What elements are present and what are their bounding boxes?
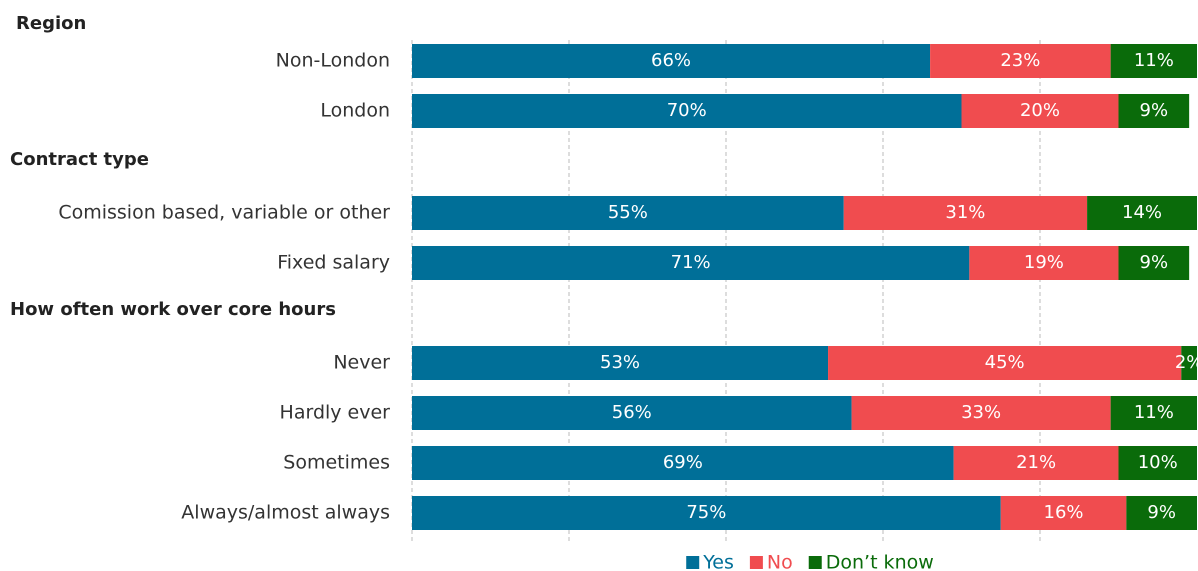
bar-segment <box>1126 496 1197 530</box>
legend-swatch <box>749 556 763 569</box>
value-label: 71% <box>671 252 711 273</box>
value-label: 45% <box>985 352 1025 373</box>
legend-label: Yes <box>702 552 734 571</box>
value-label: 31% <box>945 202 985 223</box>
bar-segment <box>1110 44 1197 78</box>
bar-segment <box>851 396 1111 430</box>
bar-segment <box>412 346 829 380</box>
category-label: London <box>320 100 390 122</box>
category-label: Non-London <box>276 50 390 72</box>
bar-segment <box>412 44 931 78</box>
value-label: 53% <box>600 352 640 373</box>
value-label: 9% <box>1140 252 1169 273</box>
value-label: 56% <box>612 402 652 423</box>
value-label: 9% <box>1147 502 1176 523</box>
value-label: 75% <box>686 502 726 523</box>
value-label: 20% <box>1020 100 1060 121</box>
bar-segment <box>969 246 1119 280</box>
group-header: How often work over core hours <box>10 299 336 320</box>
value-label: 70% <box>667 100 707 121</box>
value-label: 2% <box>1175 352 1198 373</box>
group-header: Region <box>16 13 86 34</box>
bar-segment <box>412 396 852 430</box>
category-label: Sometimes <box>283 452 390 474</box>
category-label: Hardly ever <box>280 402 391 424</box>
bar-segment <box>412 94 962 128</box>
category-label: Comission based, variable or other <box>58 202 390 224</box>
value-label: 10% <box>1138 452 1178 473</box>
value-label: 14% <box>1122 202 1162 223</box>
value-label: 11% <box>1134 402 1174 423</box>
bar-segment <box>953 446 1119 480</box>
bar-segment <box>412 496 1001 530</box>
bar-segment <box>930 44 1111 78</box>
bar-segment <box>1110 396 1197 430</box>
bar-segment <box>843 196 1088 230</box>
bar-segment <box>1118 446 1197 480</box>
value-label: 66% <box>651 50 691 71</box>
legend-swatch <box>808 556 822 569</box>
bar-segment <box>412 196 844 230</box>
legend-swatch <box>686 556 700 569</box>
bar-segment <box>1181 346 1197 380</box>
group-header: Contract type <box>10 149 149 170</box>
bar-segment <box>412 446 954 480</box>
value-label: 19% <box>1024 252 1064 273</box>
bar-segment <box>828 346 1182 380</box>
bar-segment <box>1118 246 1190 280</box>
value-label: 55% <box>608 202 648 223</box>
category-label: Fixed salary <box>277 252 390 274</box>
value-label: 33% <box>961 402 1001 423</box>
value-label: 9% <box>1140 100 1169 121</box>
value-label: 21% <box>1016 452 1056 473</box>
value-label: 16% <box>1044 502 1084 523</box>
bar-segment <box>961 94 1119 128</box>
legend-label: Don’t know <box>826 552 934 571</box>
bar-segment <box>1087 196 1197 230</box>
value-label: 69% <box>663 452 703 473</box>
value-label: 23% <box>1000 50 1040 71</box>
value-label: 11% <box>1134 50 1174 71</box>
bar-segment <box>1118 94 1190 128</box>
category-label: Never <box>333 352 390 374</box>
category-label: Always/almost always <box>181 502 390 524</box>
legend-label: No <box>767 552 793 571</box>
bar-segment <box>1000 496 1127 530</box>
bar-segment <box>412 246 970 280</box>
